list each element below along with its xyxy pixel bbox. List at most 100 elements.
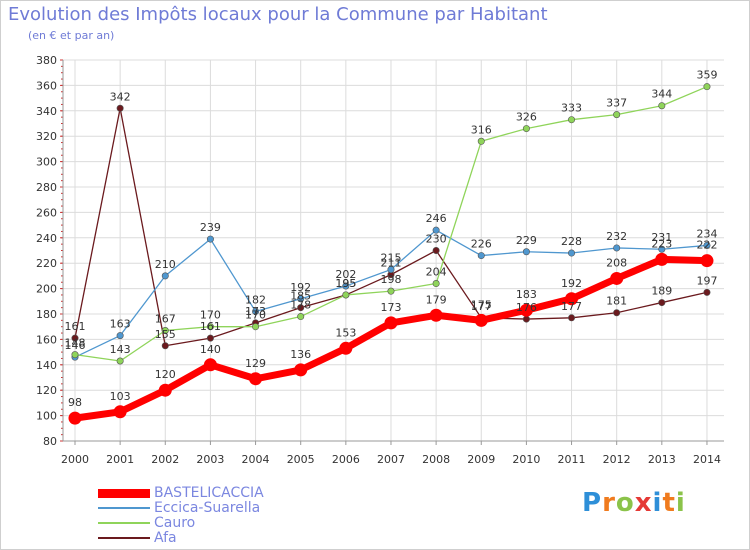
data-point-afa xyxy=(116,104,124,112)
data-label-afa: 161 xyxy=(200,320,221,333)
data-point-bastelicaccia xyxy=(113,405,127,419)
data-label-cauro: 143 xyxy=(110,343,131,356)
legend-label-bastelicaccia: BASTELICACCIA xyxy=(154,485,264,501)
data-point-eccica-suarella xyxy=(206,235,214,243)
data-point-cauro xyxy=(206,323,214,331)
data-label-afa: 185 xyxy=(290,290,311,303)
logo-letter: x xyxy=(634,488,653,518)
x-tick-label: 2002 xyxy=(151,453,179,466)
data-point-eccica-suarella xyxy=(297,295,305,303)
data-label-afa: 176 xyxy=(516,301,537,314)
y-tick-label: 260 xyxy=(36,206,57,219)
data-point-eccica-suarella xyxy=(613,244,621,252)
data-label-afa: 161 xyxy=(65,320,86,333)
data-label-cauro: 204 xyxy=(426,266,447,279)
x-tick-label: 2009 xyxy=(467,453,495,466)
legend-item-afa: Afa xyxy=(98,530,177,546)
y-tick-label: 380 xyxy=(36,54,57,67)
data-point-afa xyxy=(71,334,79,342)
data-point-bastelicaccia xyxy=(68,411,82,425)
data-label-bastelicaccia: 192 xyxy=(561,277,582,290)
data-label-bastelicaccia: 223 xyxy=(651,237,672,250)
data-point-cauro xyxy=(342,291,350,299)
data-label-bastelicaccia: 179 xyxy=(426,293,447,306)
data-label-cauro: 170 xyxy=(245,309,266,322)
data-point-bastelicaccia xyxy=(610,271,624,285)
data-point-eccica-suarella xyxy=(568,249,576,257)
plot-area xyxy=(63,60,724,441)
data-label-eccica-suarella: 210 xyxy=(155,258,176,271)
data-point-bastelicaccia xyxy=(158,383,172,397)
x-tick-label: 2006 xyxy=(332,453,360,466)
y-tick-label: 80 xyxy=(43,435,57,448)
data-label-cauro: 337 xyxy=(606,97,627,110)
data-point-afa xyxy=(522,315,530,323)
y-tick-label: 300 xyxy=(36,156,57,169)
data-label-eccica-suarella: 163 xyxy=(110,318,131,331)
legend-label-afa: Afa xyxy=(154,530,177,546)
logo-letter: P xyxy=(582,488,603,518)
legend-label-eccica-suarella: Eccica-Suarella xyxy=(154,500,261,516)
legend-label-cauro: Cauro xyxy=(154,515,196,531)
y-tick-label: 180 xyxy=(36,308,57,321)
logo-letter: o xyxy=(615,488,635,518)
data-label-afa: 155 xyxy=(155,328,176,341)
x-tick-label: 2001 xyxy=(106,453,134,466)
x-tick-label: 2011 xyxy=(558,453,586,466)
data-point-afa xyxy=(432,247,440,255)
x-tick-label: 2010 xyxy=(512,453,540,466)
data-point-eccica-suarella xyxy=(342,282,350,290)
data-label-cauro: 333 xyxy=(561,102,582,115)
data-label-cauro: 316 xyxy=(471,123,492,136)
data-label-eccica-suarella: 202 xyxy=(335,268,356,281)
data-label-afa: 177 xyxy=(561,300,582,313)
data-label-eccica-suarella: 192 xyxy=(290,281,311,294)
y-tick-label: 220 xyxy=(36,257,57,270)
data-label-cauro: 359 xyxy=(696,69,717,82)
legend-swatch-eccica-suarella xyxy=(98,507,150,509)
data-label-bastelicaccia: 103 xyxy=(110,390,131,403)
proxiti-logo: Proxiti xyxy=(582,488,686,518)
data-point-afa xyxy=(161,342,169,350)
data-point-cauro xyxy=(568,116,576,124)
data-label-afa: 230 xyxy=(426,233,447,246)
y-tick-label: 240 xyxy=(36,232,57,245)
y-tick-label: 140 xyxy=(36,359,57,372)
data-point-cauro xyxy=(161,327,169,335)
data-label-afa: 173 xyxy=(245,305,266,318)
data-point-cauro xyxy=(703,83,711,91)
data-label-cauro: 148 xyxy=(65,337,86,350)
data-label-eccica-suarella: 239 xyxy=(200,221,221,234)
data-label-afa: 195 xyxy=(335,277,356,290)
data-point-bastelicaccia xyxy=(384,316,398,330)
data-label-eccica-suarella: 229 xyxy=(516,234,537,247)
data-point-afa xyxy=(568,314,576,322)
x-tick-label: 2004 xyxy=(242,453,270,466)
data-point-bastelicaccia xyxy=(474,313,488,327)
data-label-afa: 197 xyxy=(696,274,717,287)
x-tick-label: 2000 xyxy=(61,453,89,466)
x-tick-label: 2005 xyxy=(287,453,315,466)
data-point-eccica-suarella xyxy=(432,226,440,234)
logo-letter: i xyxy=(675,488,686,518)
data-point-eccica-suarella xyxy=(703,241,711,249)
data-label-cauro: 198 xyxy=(380,273,401,286)
data-label-bastelicaccia: 175 xyxy=(471,298,492,311)
data-label-eccica-suarella: 232 xyxy=(606,230,627,243)
data-point-cauro xyxy=(297,313,305,321)
data-label-eccica-suarella: 234 xyxy=(696,227,717,240)
logo-letter: r xyxy=(602,488,616,518)
data-label-afa: 211 xyxy=(380,257,401,270)
data-label-afa: 181 xyxy=(606,295,627,308)
chart-subtitle: (en € et par an) xyxy=(28,29,115,42)
data-label-afa: 342 xyxy=(110,90,131,103)
legend-item-cauro: Cauro xyxy=(98,515,195,531)
data-label-bastelicaccia: 140 xyxy=(200,343,221,356)
data-point-cauro xyxy=(658,102,666,110)
data-point-bastelicaccia xyxy=(249,372,263,386)
data-point-cauro xyxy=(432,280,440,288)
data-point-eccica-suarella xyxy=(522,248,530,256)
data-point-cauro xyxy=(477,137,485,145)
data-label-cauro: 178 xyxy=(290,299,311,312)
y-tick-label: 360 xyxy=(36,79,57,92)
